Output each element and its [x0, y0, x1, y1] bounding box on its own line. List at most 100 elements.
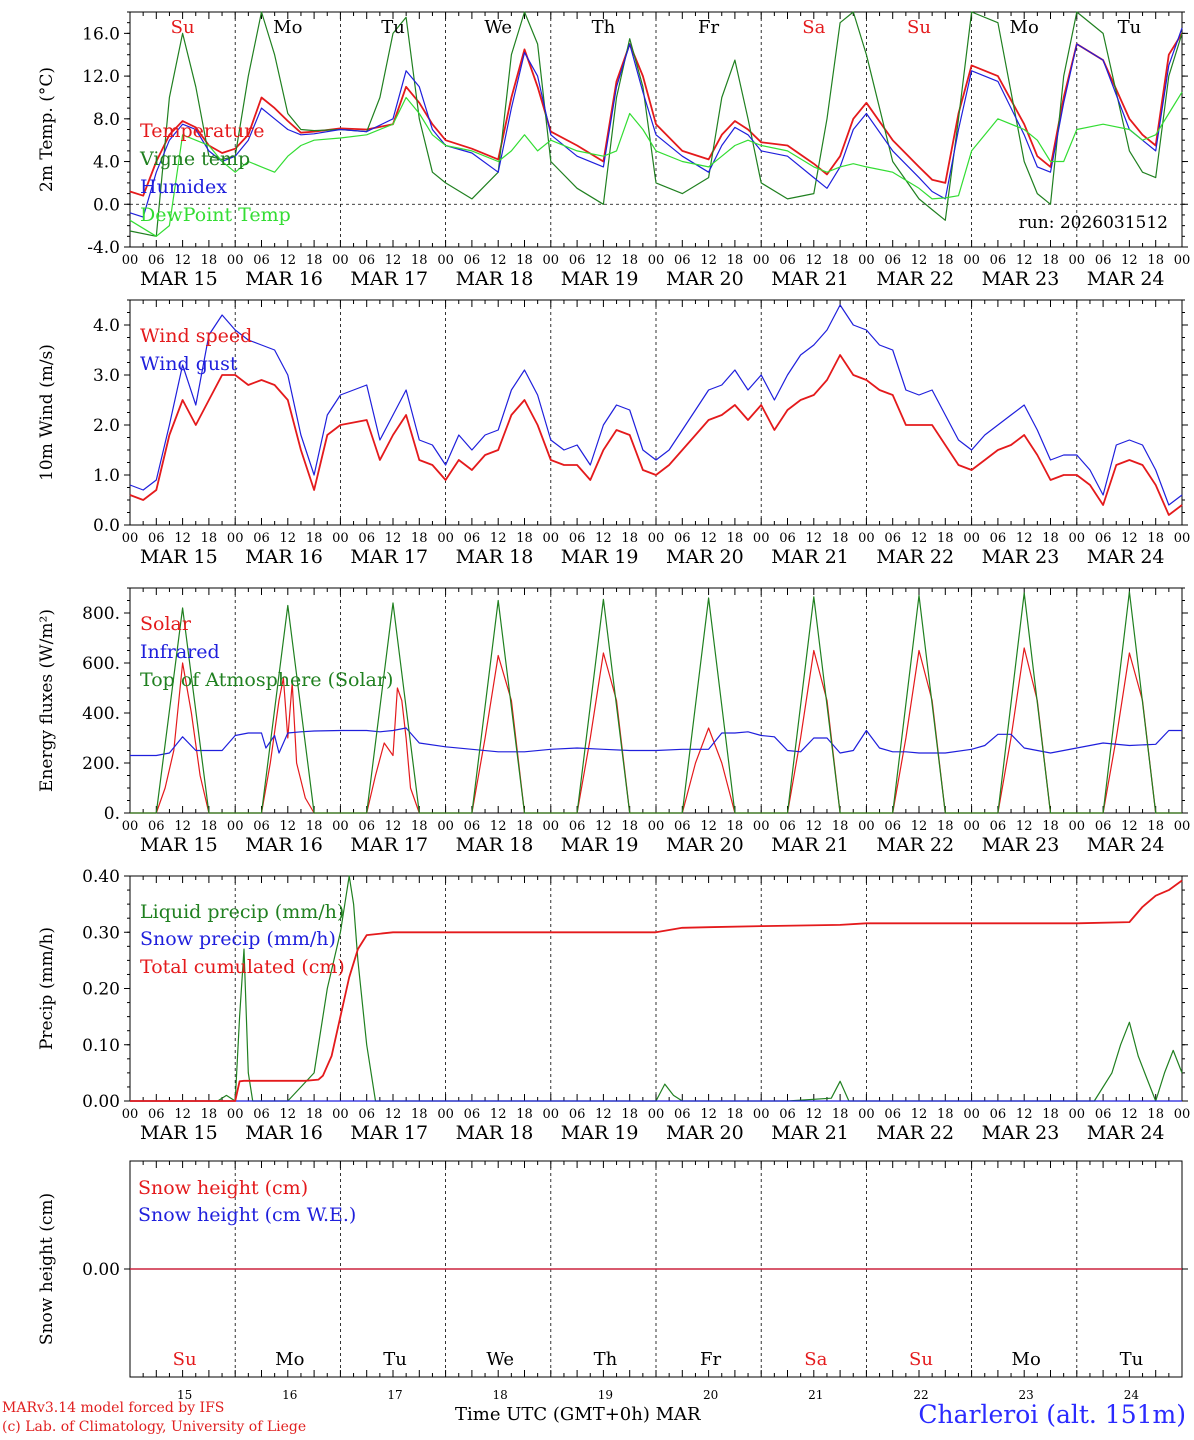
x-hour-label: 06 — [148, 531, 165, 546]
x-hour-label: 12 — [595, 819, 612, 834]
x-hour-label: 06 — [1095, 253, 1112, 268]
x-date-label: MAR 23 — [982, 268, 1060, 290]
x-hour-label: 06 — [148, 253, 165, 268]
x-hour-label: 18 — [516, 1107, 533, 1122]
day-number-label: 21 — [808, 1388, 823, 1402]
x-date-label: MAR 22 — [876, 834, 954, 856]
x-hour-label: 12 — [806, 253, 823, 268]
x-hour-label: 00 — [753, 819, 770, 834]
series-solar — [130, 647, 1182, 814]
x-hour-label: 12 — [911, 253, 928, 268]
x-hour-label: 06 — [884, 531, 901, 546]
x-date-label: MAR 21 — [771, 1122, 849, 1144]
x-hour-label: 18 — [1042, 819, 1059, 834]
legend-entry: Vigne temp — [139, 148, 250, 170]
y-tick-label: 12.0 — [82, 67, 120, 87]
x-hour-label: 12 — [280, 253, 297, 268]
x-hour-label: 12 — [806, 1107, 823, 1122]
y-tick-label: 600. — [82, 654, 120, 674]
x-hour-label: 12 — [174, 253, 191, 268]
energy-panel: Energy fluxes (W/m²) — [37, 587, 1188, 814]
x-hour-label: 00 — [1174, 819, 1191, 834]
x-hour-label: 00 — [437, 819, 454, 834]
x-hour-label: 06 — [884, 819, 901, 834]
x-date-label: MAR 20 — [666, 268, 744, 290]
x-hour-label: 00 — [858, 531, 875, 546]
station-label: Charleroi (alt. 151m) — [918, 1400, 1186, 1429]
x-date-label: MAR 16 — [245, 546, 323, 568]
temperature-ylabel: 2m Temp. (°C) — [37, 67, 57, 192]
x-date-label: MAR 15 — [140, 834, 218, 856]
x-hour-label: 00 — [543, 531, 560, 546]
x-hour-label: 06 — [884, 1107, 901, 1122]
y-tick-label: 0.0 — [93, 516, 120, 536]
series-wind-gust — [129, 304, 1183, 506]
series-infrared — [130, 727, 1182, 757]
x-hour-label: 18 — [621, 531, 638, 546]
x-date-label: MAR 19 — [561, 546, 639, 568]
x-hour-label: 00 — [437, 1107, 454, 1122]
weekday-bottom-label: Th — [594, 1349, 618, 1370]
series-vigne-temp — [129, 11, 1183, 237]
x-hour-label: 18 — [832, 253, 849, 268]
x-hour-label: 18 — [516, 531, 533, 546]
x-hour-label: 06 — [1095, 819, 1112, 834]
x-hour-label: 12 — [595, 253, 612, 268]
legend-entry: Top of Atmosphere (Solar) — [140, 669, 393, 691]
x-date-label: MAR 22 — [876, 546, 954, 568]
weekday-bottom-label: Sa — [804, 1349, 827, 1370]
lab-credit: (c) Lab. of Climatology, University of L… — [2, 1419, 307, 1435]
x-date-label: MAR 17 — [350, 268, 428, 290]
y-tick-label: 0.10 — [82, 1036, 120, 1056]
x-hour-label: 12 — [174, 819, 191, 834]
x-hour-label: 18 — [201, 1107, 218, 1122]
weekday-top-label: Su — [171, 17, 195, 38]
y-tick-label: 8.0 — [93, 110, 120, 130]
x-hour-label: 00 — [1174, 531, 1191, 546]
x-hour-label: 18 — [832, 1107, 849, 1122]
day-number-label: 20 — [703, 1388, 718, 1402]
weekday-top-label: Su — [907, 17, 931, 38]
x-hour-label: 12 — [385, 253, 402, 268]
x-hour-label: 12 — [490, 1107, 507, 1122]
weekday-top-label: Tu — [381, 17, 405, 38]
legend-entry: Snow height (cm) — [138, 1177, 308, 1199]
x-hour-label: 00 — [332, 1107, 349, 1122]
day-number-label: 19 — [598, 1388, 613, 1402]
legend-entry: Infrared — [140, 641, 220, 663]
x-date-label: MAR 18 — [456, 268, 534, 290]
x-hour-label: 06 — [148, 819, 165, 834]
x-hour-label: 00 — [1069, 531, 1086, 546]
x-hour-label: 12 — [280, 819, 297, 834]
x-hour-label: 12 — [1016, 253, 1033, 268]
x-hour-label: 12 — [385, 531, 402, 546]
x-date-label: MAR 20 — [666, 546, 744, 568]
x-hour-label: 06 — [1095, 1107, 1112, 1122]
x-hour-label: 06 — [569, 253, 586, 268]
weekday-bottom-label: Mo — [1012, 1349, 1041, 1370]
x-hour-label: 06 — [148, 1107, 165, 1122]
x-hour-label: 06 — [253, 253, 270, 268]
legend-entry: Snow precip (mm/h) — [140, 928, 336, 950]
day-number-label: 22 — [913, 1388, 928, 1402]
y-tick-label: 0.00 — [82, 1260, 120, 1280]
x-date-label: MAR 16 — [245, 834, 323, 856]
x-date-label: MAR 19 — [561, 1122, 639, 1144]
x-date-label: MAR 16 — [245, 1122, 323, 1144]
day-number-label: 24 — [1124, 1388, 1140, 1402]
x-date-label: MAR 19 — [561, 268, 639, 290]
day-number-label: 17 — [387, 1388, 402, 1402]
x-hour-label: 00 — [227, 531, 244, 546]
x-hour-label: 06 — [358, 253, 375, 268]
x-hour-label: 12 — [806, 531, 823, 546]
x-hour-label: 06 — [253, 1107, 270, 1122]
x-hour-label: 06 — [884, 253, 901, 268]
weekday-bottom-label: Su — [909, 1349, 933, 1370]
y-tick-label: 0.40 — [82, 867, 120, 887]
temperature-panel: 2m Temp. (°C) — [37, 11, 1188, 248]
series-humidex — [129, 27, 1183, 218]
x-hour-label: 18 — [1147, 1107, 1164, 1122]
x-date-label: MAR 17 — [350, 834, 428, 856]
x-hour-label: 06 — [569, 819, 586, 834]
x-date-label: MAR 21 — [771, 546, 849, 568]
